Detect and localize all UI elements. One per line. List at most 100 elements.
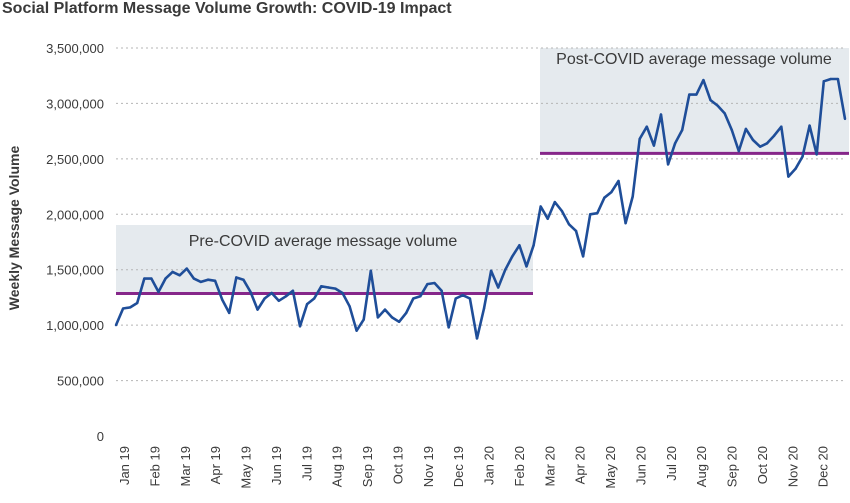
data-point (220, 298, 224, 301)
data-point (518, 244, 521, 247)
data-point (199, 280, 203, 284)
x-tick-label: Nov 19 (421, 446, 436, 487)
x-tick-label: Oct 20 (755, 446, 770, 484)
data-point (681, 128, 684, 132)
data-point (369, 269, 372, 273)
x-tick-label: Apr 19 (208, 446, 223, 484)
data-point (482, 307, 486, 310)
data-point (312, 297, 316, 300)
data-point (461, 294, 465, 297)
chart-title: Social Platform Message Volume Growth: C… (2, 0, 452, 17)
data-point (171, 270, 174, 274)
data-point (178, 274, 181, 277)
series-points (114, 77, 847, 340)
x-tick-label: May 20 (603, 446, 618, 489)
data-point (475, 337, 479, 340)
data-point (666, 163, 670, 166)
data-point (645, 125, 649, 128)
data-point (631, 195, 634, 198)
x-tick-label: Sep 20 (725, 446, 740, 487)
data-point (305, 302, 309, 306)
x-tick-label: Apr 20 (573, 446, 588, 484)
data-point (270, 291, 273, 295)
data-point (249, 290, 252, 294)
y-tick-label: 0 (97, 429, 104, 444)
x-tick-label: Jul 20 (664, 446, 679, 481)
data-point (390, 316, 394, 319)
data-point (532, 244, 535, 247)
data-point (603, 196, 606, 199)
data-point (539, 205, 542, 208)
data-point (765, 142, 769, 145)
data-point (751, 138, 755, 142)
data-point (801, 155, 804, 158)
data-point (136, 301, 139, 305)
x-tick-label: Feb 20 (512, 446, 527, 486)
data-point (426, 282, 429, 286)
average-band (116, 225, 533, 294)
data-point (702, 78, 705, 82)
data-point (404, 311, 408, 315)
data-point (829, 77, 833, 81)
data-point (213, 279, 217, 282)
y-tick-label: 500,000 (57, 374, 104, 389)
data-point (617, 179, 620, 183)
data-point (355, 329, 358, 332)
y-tick-label: 2,500,000 (46, 152, 104, 167)
gridlines (116, 47, 845, 382)
data-point (489, 269, 493, 273)
data-point (284, 295, 288, 298)
data-point (553, 200, 557, 204)
data-point (574, 229, 578, 233)
data-point (419, 295, 422, 298)
data-point (730, 128, 733, 132)
x-tick-label: Sep 19 (360, 446, 375, 487)
x-tick-label: Feb 19 (147, 446, 162, 486)
data-point (277, 299, 280, 302)
x-tick-label: Nov 20 (785, 446, 800, 487)
data-point (504, 268, 507, 271)
data-point (546, 217, 549, 220)
series-line (114, 77, 847, 340)
data-point (235, 276, 238, 279)
data-point (780, 125, 783, 128)
y-tick-label: 3,500,000 (46, 41, 104, 56)
data-point (447, 326, 450, 329)
data-point (794, 167, 797, 171)
average-label: Pre-COVID average message volume (189, 233, 458, 250)
data-point (320, 285, 323, 288)
data-point (468, 297, 472, 300)
x-tick-label: May 19 (239, 446, 254, 489)
data-point (638, 137, 641, 141)
data-point (256, 308, 259, 311)
data-point (362, 318, 365, 321)
data-point (589, 213, 592, 216)
data-point (560, 209, 564, 213)
data-point (192, 277, 196, 280)
data-point (624, 221, 627, 225)
data-point (128, 306, 132, 309)
x-tick-label: Mar 19 (178, 446, 193, 486)
data-point (525, 265, 528, 268)
y-tick-label: 2,000,000 (46, 207, 104, 222)
x-tick-label: Jan 20 (482, 446, 497, 485)
data-point (709, 98, 712, 102)
data-point (348, 305, 351, 308)
data-point (242, 278, 245, 281)
data-point (610, 190, 613, 194)
data-point (164, 277, 167, 280)
data-point (121, 307, 125, 310)
y-tick-label: 1,000,000 (46, 318, 104, 333)
data-point (744, 127, 748, 131)
data-point (737, 149, 741, 153)
data-point (383, 308, 387, 311)
data-point (596, 211, 599, 215)
data-point (511, 255, 514, 258)
data-point (822, 80, 825, 83)
data-point (412, 297, 415, 300)
data-point (716, 104, 719, 107)
data-point (334, 287, 337, 290)
data-point (773, 134, 776, 137)
data-point (228, 311, 231, 315)
